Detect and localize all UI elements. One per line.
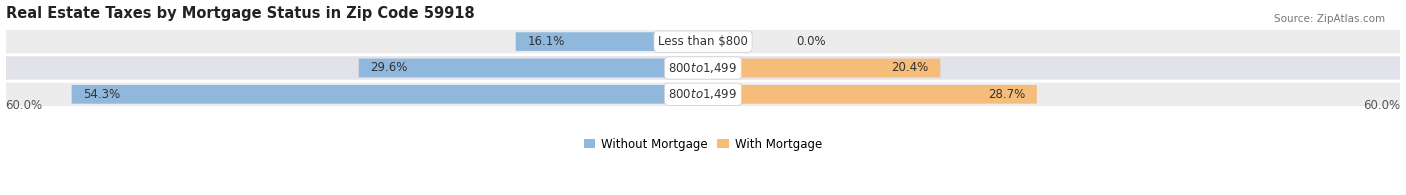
Text: 16.1%: 16.1% bbox=[527, 35, 565, 48]
Text: 28.7%: 28.7% bbox=[988, 88, 1025, 101]
Text: Source: ZipAtlas.com: Source: ZipAtlas.com bbox=[1274, 14, 1385, 24]
Text: 60.0%: 60.0% bbox=[1364, 99, 1400, 112]
FancyBboxPatch shape bbox=[72, 85, 703, 104]
FancyBboxPatch shape bbox=[703, 59, 941, 77]
Text: 0.0%: 0.0% bbox=[796, 35, 825, 48]
Text: 54.3%: 54.3% bbox=[83, 88, 121, 101]
Text: $800 to $1,499: $800 to $1,499 bbox=[668, 87, 738, 101]
FancyBboxPatch shape bbox=[6, 83, 1400, 106]
Text: 20.4%: 20.4% bbox=[891, 61, 928, 74]
Text: 60.0%: 60.0% bbox=[6, 99, 42, 112]
FancyBboxPatch shape bbox=[6, 56, 1400, 80]
Text: Real Estate Taxes by Mortgage Status in Zip Code 59918: Real Estate Taxes by Mortgage Status in … bbox=[6, 5, 474, 20]
Text: $800 to $1,499: $800 to $1,499 bbox=[668, 61, 738, 75]
Text: 29.6%: 29.6% bbox=[371, 61, 408, 74]
Text: Less than $800: Less than $800 bbox=[658, 35, 748, 48]
FancyBboxPatch shape bbox=[359, 59, 703, 77]
FancyBboxPatch shape bbox=[703, 85, 1036, 104]
FancyBboxPatch shape bbox=[6, 30, 1400, 53]
Legend: Without Mortgage, With Mortgage: Without Mortgage, With Mortgage bbox=[579, 133, 827, 155]
FancyBboxPatch shape bbox=[516, 32, 703, 51]
